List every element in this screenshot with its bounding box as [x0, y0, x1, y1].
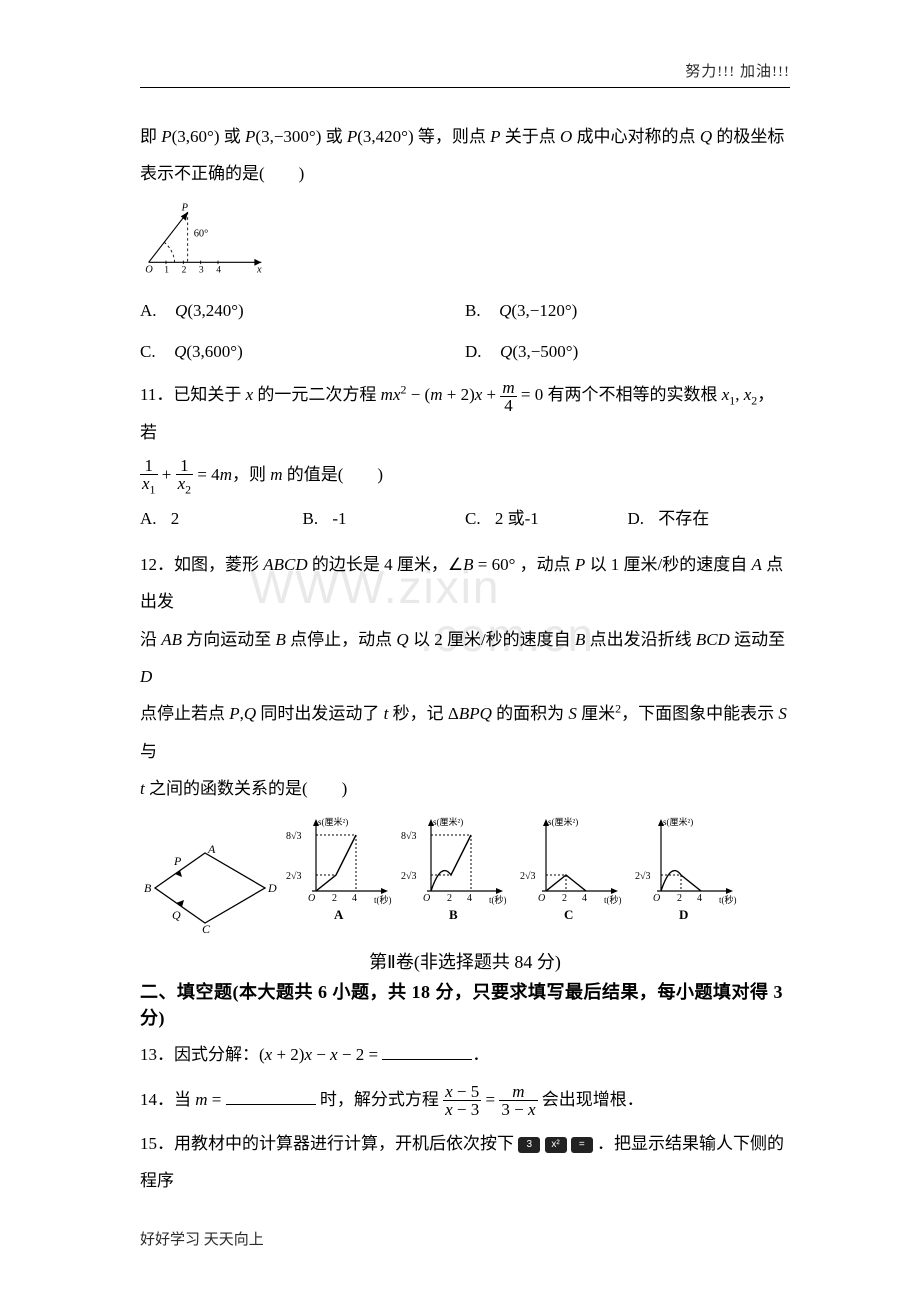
svg-text:2: 2 [332, 893, 337, 904]
svg-text:O: O [145, 265, 153, 276]
svg-text:t(秒): t(秒) [604, 894, 622, 905]
q15: 15．用教材中的计算器进行计算，开机后依次按下 3 x² = ．把显示结果输人下… [140, 1125, 790, 1200]
svg-text:s(厘米²): s(厘米²) [318, 816, 348, 827]
svg-text:2: 2 [447, 893, 452, 904]
q10-stem: 即 P(3,60°) 或 P(3,−300°) 或 P(3,420°) 等，则点… [140, 118, 790, 155]
svg-text:t(秒): t(秒) [719, 894, 737, 905]
q11-options: A. 2 B. -1 C. 2 或-1 D. 不存在 [140, 499, 790, 540]
svg-text:B: B [449, 907, 458, 922]
page-header: 努力!!! 加油!!! [140, 60, 790, 88]
svg-text:2: 2 [182, 266, 187, 276]
q10-polar-figure: P 60° O 1 2 3 4 x [140, 201, 270, 276]
calc-btn-3: 3 [518, 1137, 540, 1153]
fill-head: 二、填空题(本大题共 6 小题，共 18 分，只要求填写最后结果，每小题填对得 … [140, 978, 790, 1030]
q12-stem: 12．如图，菱形 ABCD 的边长是 4 厘米，∠B = 60° ，动点 P 以… [140, 546, 790, 621]
svg-text:2√3: 2√3 [520, 871, 536, 882]
page-footer: 好好学习 天天向上 [140, 1228, 790, 1249]
q12-stem-2: 沿 AB 方向运动至 B 点停止，动点 Q 以 2 厘米/秒的速度自 B 点出发… [140, 621, 790, 696]
q12-charts: s(厘米²) t(秒) 8√3 2√3 O 2 4 A s(厘米²) [284, 811, 744, 931]
svg-text:4: 4 [352, 893, 357, 904]
q14: 14．当 m = 时，解分式方程 x − 5x − 3 = m3 − x 会出现… [140, 1074, 790, 1125]
svg-text:t(秒): t(秒) [489, 894, 507, 905]
q12-stem-3: 点停止若点 P,Q 同时出发运动了 t 秒，记 ΔBPQ 的面积为 S 厘米2，… [140, 695, 790, 770]
section2-head: 第Ⅱ卷(非选择题共 84 分) [140, 948, 790, 974]
svg-text:O: O [653, 893, 660, 904]
q12-stem-4: t 之间的函数关系的是( ) [140, 770, 790, 807]
svg-text:A: A [207, 843, 216, 856]
svg-text:2: 2 [562, 893, 567, 904]
svg-text:x: x [256, 265, 262, 276]
svg-text:1: 1 [164, 266, 169, 276]
svg-text:C: C [564, 907, 573, 922]
svg-text:3: 3 [199, 266, 204, 276]
svg-text:60°: 60° [194, 228, 209, 239]
q10-options: A. Q(3,240°) B. Q(3,−120°) C. Q(3,600°) … [140, 291, 790, 373]
svg-text:s(厘米²): s(厘米²) [663, 816, 693, 827]
svg-text:4: 4 [467, 893, 472, 904]
svg-text:D: D [267, 881, 277, 895]
svg-text:4: 4 [216, 266, 221, 276]
svg-text:8√3: 8√3 [401, 831, 417, 842]
svg-text:2√3: 2√3 [635, 871, 651, 882]
svg-text:O: O [538, 893, 545, 904]
q12-rhombus-figure: A B C D P Q [140, 843, 280, 933]
svg-text:B: B [144, 881, 152, 895]
svg-text:4: 4 [582, 893, 587, 904]
svg-text:8√3: 8√3 [286, 831, 302, 842]
q13: 13．因式分解：(x + 2)x − x − 2 = ． [140, 1036, 790, 1073]
svg-text:P: P [181, 202, 189, 213]
svg-text:P: P [173, 854, 182, 868]
svg-text:s(厘米²): s(厘米²) [433, 816, 463, 827]
svg-text:A: A [334, 907, 344, 922]
svg-text:2: 2 [677, 893, 682, 904]
svg-text:D: D [679, 907, 688, 922]
svg-text:2√3: 2√3 [401, 871, 417, 882]
q11-cond: 1x1 + 1x2 = 4m，则 m 的值是( ) [140, 451, 790, 499]
calc-btn-eq: = [571, 1137, 593, 1153]
calc-btn-x2: x² [545, 1137, 567, 1153]
svg-text:s(厘米²): s(厘米²) [548, 816, 578, 827]
q11-stem: 11．已知关于 x 的一元二次方程 mx2 − (m + 2)x + m4 = … [140, 376, 790, 451]
svg-text:4: 4 [697, 893, 702, 904]
svg-text:2√3: 2√3 [286, 871, 302, 882]
svg-text:Q: Q [172, 908, 181, 922]
svg-text:C: C [202, 922, 211, 933]
svg-text:O: O [308, 893, 315, 904]
svg-text:t(秒): t(秒) [374, 894, 392, 905]
q10-stem-2: 表示不正确的是( ) [140, 155, 790, 192]
svg-text:O: O [423, 893, 430, 904]
